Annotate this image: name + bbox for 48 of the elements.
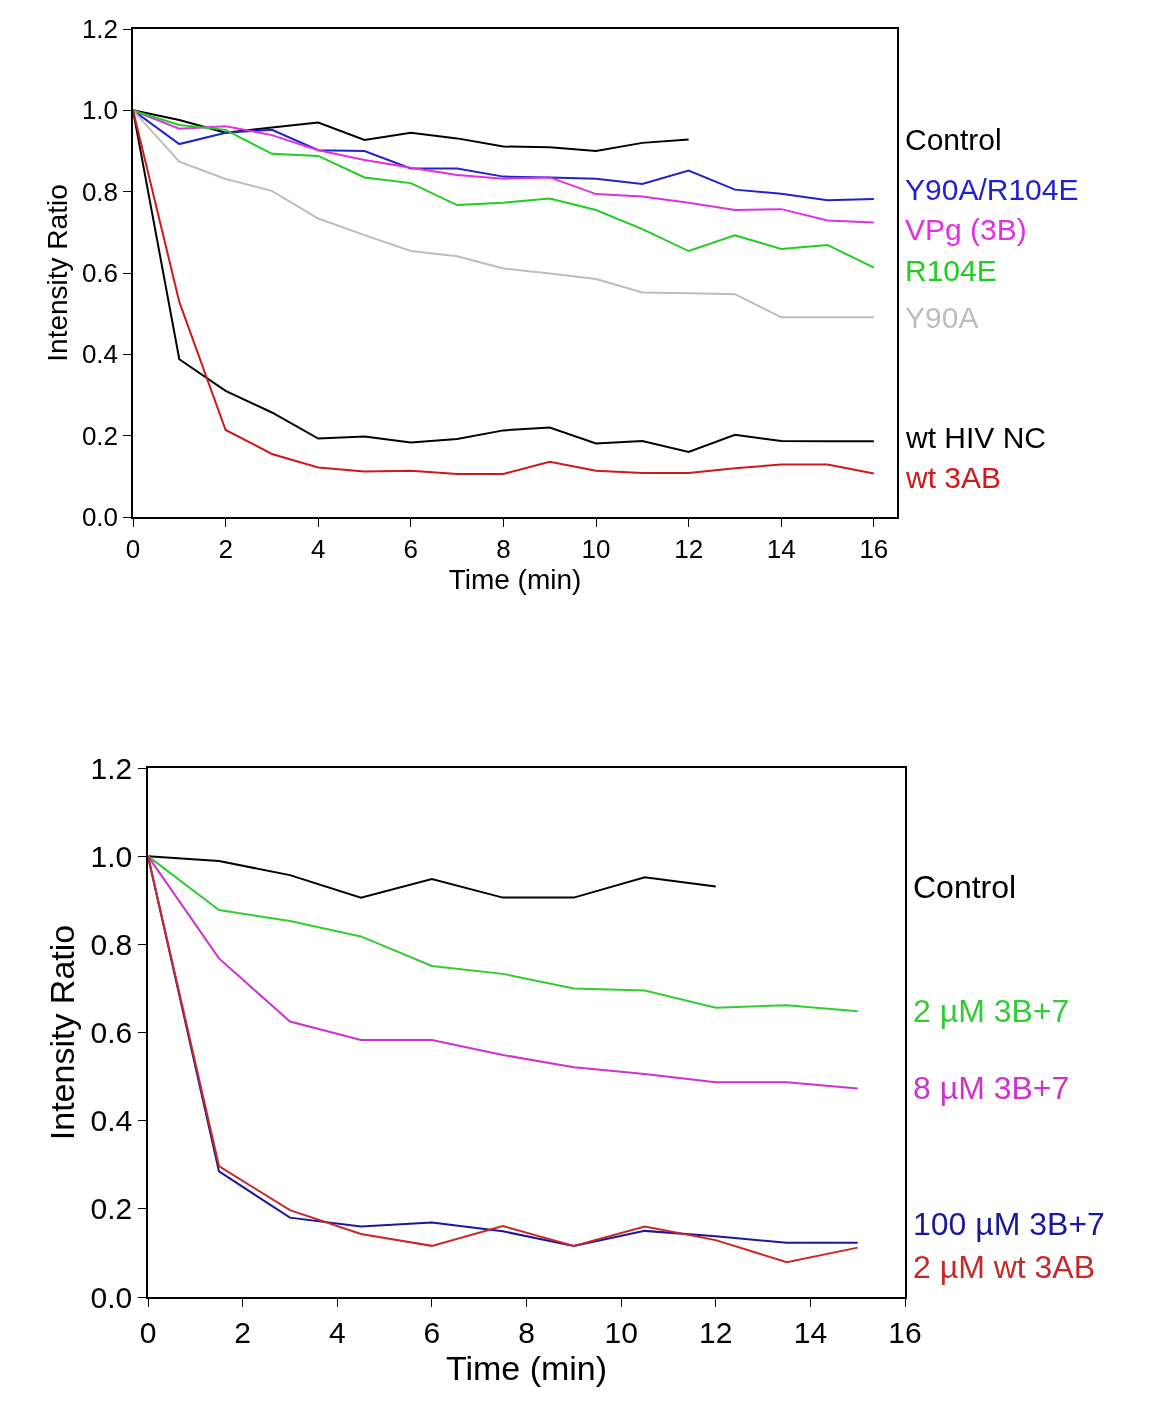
y-tick-label: 0.8: [81, 176, 119, 207]
series-label: R104E: [905, 254, 997, 287]
y-tick-label: 0.6: [90, 1016, 133, 1049]
x-tick-label: 14: [766, 533, 796, 564]
y-tick-label: 1.2: [81, 14, 119, 45]
x-tick-label: 12: [674, 533, 704, 564]
x-axis-title: Time (min): [445, 1348, 608, 1387]
y-tick-label: 0.0: [90, 1280, 133, 1314]
x-tick-label: 0: [139, 1315, 157, 1349]
x-tick-label: 2: [234, 1315, 251, 1349]
y-tick-label: 1.2: [90, 751, 133, 785]
y-axis-title: Intensity Ratio: [42, 924, 81, 1141]
x-tick-label: 8: [496, 533, 511, 564]
y-tick-label: 0.4: [81, 339, 119, 370]
series-label: 2 µM 3B+7: [913, 993, 1070, 1029]
y-tick-label: 0.2: [81, 420, 119, 451]
x-tick-label: 12: [699, 1315, 733, 1349]
y-tick-label: 0.4: [90, 1104, 133, 1138]
y-axis-title: Intensity Ratio: [42, 184, 74, 362]
y-tick-label: 0.0: [81, 502, 119, 533]
x-tick-label: 4: [310, 533, 326, 564]
x-tick-label: 16: [859, 533, 889, 564]
x-axis-title: Time (min): [448, 563, 582, 595]
series-label: Y90A/R104E: [905, 173, 1079, 206]
text: Control: [913, 869, 1017, 905]
text: Control: [905, 123, 1002, 156]
series-label: Y90A: [905, 301, 979, 334]
y-tick-label: 1.0: [90, 839, 133, 873]
x-tick-label: 4: [328, 1315, 346, 1349]
x-tick-label: 14: [793, 1315, 828, 1349]
series-label: 2 µM wt 3AB: [913, 1249, 1096, 1285]
series-label: wt 3AB: [905, 461, 1002, 494]
series-label: 100 µM 3B+7: [913, 1206, 1105, 1242]
x-tick-label: 6: [423, 1315, 441, 1349]
x-tick-label: 10: [604, 1315, 638, 1349]
x-tick-label: 2: [218, 533, 233, 564]
y-tick-label: 1.0: [81, 95, 119, 126]
y-tick-label: 0.6: [81, 258, 119, 289]
series-label: wt HIV NC: [905, 421, 1047, 454]
series-label: VPg (3B): [905, 213, 1027, 246]
x-tick-label: 0: [125, 533, 141, 564]
x-tick-label: 10: [581, 533, 611, 564]
y-tick-label: 0.8: [90, 927, 133, 961]
x-tick-label: 16: [888, 1315, 922, 1349]
series-label: 8 µM 3B+7: [913, 1070, 1070, 1106]
x-tick-label: 8: [518, 1315, 535, 1349]
x-tick-label: 6: [403, 533, 419, 564]
y-tick-label: 0.2: [90, 1192, 133, 1226]
